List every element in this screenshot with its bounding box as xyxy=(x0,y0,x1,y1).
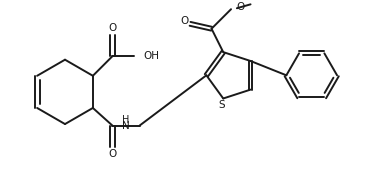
Text: OH: OH xyxy=(143,51,160,61)
Text: O: O xyxy=(236,2,244,12)
Text: H: H xyxy=(122,115,130,125)
Text: O: O xyxy=(108,23,116,33)
Text: O: O xyxy=(108,149,116,159)
Text: S: S xyxy=(218,100,224,110)
Text: O: O xyxy=(180,16,188,26)
Text: N: N xyxy=(122,122,130,131)
